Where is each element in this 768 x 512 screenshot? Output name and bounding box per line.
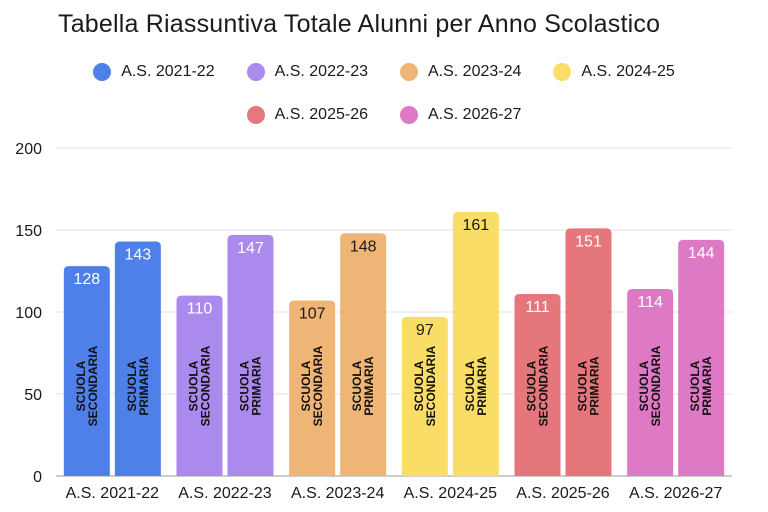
x-tick-label: A.S. 2023-24 (291, 485, 385, 502)
legend-label: A.S. 2026-27 (428, 106, 522, 123)
bar-category-label-line: SCUOLA (525, 360, 539, 411)
legend-item: A.S. 2026-27 (400, 106, 521, 124)
legend-dot-icon (553, 63, 572, 81)
bar-value-label: 111 (525, 299, 549, 316)
x-tick-label: A.S. 2022-23 (178, 485, 272, 502)
bar-category-label-line: SCUOLA (238, 360, 252, 411)
legend-item: A.S. 2023-24 (400, 63, 521, 81)
bar (340, 233, 387, 476)
bar (514, 293, 561, 476)
bar-category-label-line: SCUOLA (299, 360, 313, 411)
bar-value-label: 144 (688, 245, 715, 262)
bar-value-label: 107 (299, 306, 326, 323)
bar (176, 295, 223, 476)
legend-dot-icon (93, 63, 112, 81)
legend-dot-icon (246, 63, 265, 81)
bar (289, 300, 336, 476)
y-tick-label: 200 (15, 141, 42, 158)
chart-title: Tabella Riassuntiva Totale Alunni per An… (58, 10, 661, 38)
bar-value-label: 161 (462, 217, 489, 234)
legend-item: A.S. 2025-26 (246, 106, 368, 124)
x-tick-label: A.S. 2021-22 (66, 485, 160, 502)
bar-category-label-line: SCUOLA (637, 360, 651, 411)
bar-value-label: 143 (124, 246, 151, 263)
bar-category-label-line: SECONDARIA (537, 345, 551, 426)
bar-value-label: 114 (637, 294, 663, 311)
bar (63, 266, 110, 476)
bar-category-label-line: SECONDARIA (199, 345, 213, 426)
bar (227, 234, 274, 476)
bar-value-label: 148 (350, 238, 377, 255)
bar (627, 289, 674, 476)
bar-category-label-line: SCUOLA (688, 360, 702, 411)
bar-value-label: 128 (73, 271, 100, 288)
legend-label: A.S. 2021-22 (121, 63, 215, 80)
bar-category-label-line: SECONDARIA (649, 345, 663, 426)
bar-value-label: 147 (237, 240, 264, 257)
bar-category-label-line: SCUOLA (74, 360, 88, 411)
legend-item: A.S. 2024-25 (553, 63, 675, 81)
legend-item: A.S. 2022-23 (246, 63, 368, 81)
y-tick-label: 50 (24, 387, 42, 404)
bar (452, 211, 499, 476)
bar (401, 316, 448, 476)
bar-category-label-line: PRIMARIA (700, 356, 714, 416)
x-tick-label: A.S. 2024-25 (404, 485, 498, 502)
legend-label: A.S. 2023-24 (428, 63, 522, 80)
y-tick-label: 100 (15, 305, 42, 322)
x-tick-label: A.S. 2025-26 (516, 485, 610, 502)
bar-category-label-line: PRIMARIA (362, 356, 376, 416)
legend-label: A.S. 2022-23 (274, 63, 368, 80)
bar-category-label-line: SCUOLA (125, 360, 139, 411)
bar-category-label-line: PRIMARIA (588, 356, 602, 416)
bar-category-label-line: PRIMARIA (137, 356, 151, 416)
bar-category-label-line: SCUOLA (576, 360, 590, 411)
bar-value-label: 97 (416, 322, 434, 339)
bar (565, 228, 612, 476)
legend-label: A.S. 2024-25 (581, 63, 675, 80)
x-tick-label: A.S. 2026-27 (629, 485, 723, 502)
bar-category-label-line: SCUOLA (350, 360, 364, 411)
bar-category-label-line: PRIMARIA (250, 356, 264, 416)
bar (114, 241, 161, 476)
y-tick-label: 0 (33, 469, 42, 486)
legend-dot-icon (400, 106, 418, 124)
bar-value-label: 151 (575, 233, 602, 250)
bar-value-label: 110 (187, 301, 213, 318)
y-tick-label: 150 (15, 223, 42, 240)
legend-dot-icon (400, 63, 418, 81)
bar-category-label-line: SECONDARIA (86, 345, 100, 426)
bar (678, 239, 725, 476)
bar-category-label-line: SECONDARIA (424, 345, 438, 426)
legend-row-2: A.S. 2025-26 A.S. 2026-27 (0, 106, 768, 124)
bar-category-label-line: PRIMARIA (475, 356, 489, 416)
bar-category-label-line: SCUOLA (463, 360, 477, 411)
legend-item: A.S. 2021-22 (93, 63, 215, 81)
bar-category-label-line: SCUOLA (412, 360, 426, 411)
bar-category-label-line: SCUOLA (187, 360, 201, 411)
legend-dot-icon (246, 106, 265, 124)
bar-category-label-line: SECONDARIA (311, 345, 325, 426)
legend-label: A.S. 2025-26 (274, 106, 368, 123)
legend-row-1: A.S. 2021-22 A.S. 2022-23 A.S. 2023-24 A… (0, 63, 768, 81)
